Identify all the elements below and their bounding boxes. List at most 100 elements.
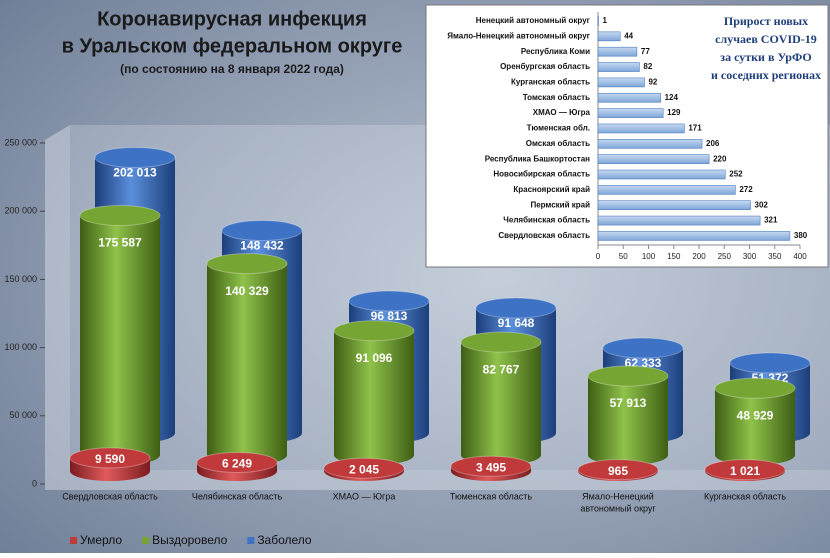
cylinder-top bbox=[450, 455, 532, 477]
bar bbox=[597, 62, 640, 72]
legend-label: Заболело bbox=[257, 533, 312, 547]
value-label: 380 bbox=[794, 231, 808, 240]
bar bbox=[597, 154, 710, 164]
chart-title: Коронавирусная инфекция bbox=[97, 8, 367, 30]
x-tick-label: 50 bbox=[619, 252, 628, 261]
bar bbox=[597, 31, 621, 42]
value-label: 321 bbox=[764, 216, 778, 225]
bar bbox=[597, 16, 599, 26]
y-tick-label: 200 000 bbox=[4, 206, 37, 216]
y-tick-label: Тюменская обл. bbox=[527, 124, 590, 133]
value-label: 92 bbox=[648, 78, 657, 87]
bar bbox=[597, 231, 791, 241]
bar bbox=[597, 215, 761, 226]
x-tick-label: ХМАО — Югра bbox=[333, 491, 396, 501]
side-wall bbox=[45, 125, 70, 490]
y-tick-label: Республика Коми bbox=[521, 47, 590, 56]
legend-swatch bbox=[142, 537, 150, 544]
cylinder-top bbox=[348, 290, 430, 312]
value-label: 2 045 bbox=[349, 462, 379, 476]
y-tick-label: Томская область bbox=[523, 93, 590, 102]
cylinder-top bbox=[196, 451, 278, 473]
y-tick-label: Ненецкий автономный округ bbox=[476, 16, 591, 25]
x-tick-label: Свердловская область bbox=[62, 491, 158, 501]
y-tick-label: 250 000 bbox=[4, 137, 37, 147]
cylinder-top bbox=[221, 220, 303, 242]
cylinder-top bbox=[704, 459, 786, 481]
value-label: 91 096 bbox=[356, 351, 393, 365]
y-tick-label: 150 000 bbox=[4, 274, 37, 284]
x-tick-label: Челябинская область bbox=[192, 491, 283, 501]
x-tick-label: 100 bbox=[642, 252, 656, 261]
x-tick-label: Тюменская область bbox=[450, 491, 533, 501]
value-label: 57 913 bbox=[610, 396, 647, 410]
x-tick-label: 150 bbox=[667, 252, 681, 261]
value-label: 3 495 bbox=[476, 460, 506, 474]
y-tick-label: Омская область bbox=[526, 139, 590, 148]
y-tick-label: Свердловская область bbox=[498, 231, 590, 240]
value-label: 44 bbox=[624, 31, 633, 40]
y-tick-label: Республика Башкортостан bbox=[485, 154, 590, 163]
y-tick-label: Ямало-Ненецкий автономный округ bbox=[447, 31, 590, 40]
bar bbox=[597, 185, 736, 195]
legend-swatch bbox=[247, 537, 255, 544]
legend-label: Выздоровело bbox=[152, 533, 228, 547]
value-label: 129 bbox=[667, 108, 681, 117]
y-tick-label: 100 000 bbox=[4, 342, 37, 352]
cylinder-top bbox=[94, 146, 176, 168]
value-label: 124 bbox=[665, 93, 679, 102]
bar bbox=[597, 77, 645, 88]
cylinder-top bbox=[460, 331, 542, 353]
value-label: 171 bbox=[688, 124, 702, 133]
bar bbox=[597, 92, 661, 103]
y-tick-label: ХМАО — Югра bbox=[533, 108, 591, 117]
legend-label: Умерло bbox=[80, 533, 122, 547]
value-label: 148 432 bbox=[240, 239, 284, 253]
value-label: 91 648 bbox=[498, 316, 535, 330]
cylinder-top bbox=[602, 337, 684, 359]
value-label: 1 bbox=[603, 16, 608, 25]
x-tick-label: Ямало-Ненецкий bbox=[582, 491, 654, 501]
bar bbox=[597, 200, 751, 210]
x-tick-label: 350 bbox=[768, 252, 782, 261]
chart-title: в Уральском федеральном округе bbox=[62, 35, 403, 57]
value-label: 175 587 bbox=[98, 236, 142, 250]
cylinder-top bbox=[79, 204, 161, 226]
bar bbox=[597, 108, 664, 118]
value-label: 96 813 bbox=[371, 309, 408, 323]
value-label: 302 bbox=[755, 200, 769, 209]
chart-subtitle: (по состоянию на 8 января 2022 года) bbox=[120, 62, 344, 76]
x-tick-label: 300 bbox=[743, 252, 757, 261]
bar bbox=[597, 139, 703, 149]
inset-title: Прирост новых bbox=[724, 14, 808, 28]
y-tick-label: 50 000 bbox=[9, 410, 37, 420]
y-tick-label: Новосибирская область bbox=[493, 170, 590, 179]
value-label: 140 329 bbox=[225, 284, 269, 298]
y-tick-label: Челябинская область bbox=[503, 216, 590, 225]
cylinder-top bbox=[323, 457, 405, 479]
value-label: 272 bbox=[739, 185, 753, 194]
y-tick-label: Пермский край bbox=[530, 200, 590, 209]
bar bbox=[597, 169, 726, 180]
y-tick-label: Курганская область bbox=[511, 78, 590, 87]
y-tick-label: 0 bbox=[32, 478, 37, 488]
cylinder-top bbox=[587, 365, 669, 387]
value-label: 1 021 bbox=[730, 464, 760, 478]
x-tick-label: автономный округ bbox=[580, 503, 656, 513]
cylinder bbox=[334, 330, 414, 465]
cylinder-top bbox=[577, 459, 659, 481]
cylinder bbox=[588, 376, 668, 465]
value-label: 82 bbox=[643, 62, 652, 71]
y-tick-label: Оренбургская область bbox=[500, 62, 590, 71]
cylinder bbox=[461, 342, 541, 465]
bar bbox=[597, 46, 638, 57]
x-tick-label: 0 bbox=[596, 252, 601, 261]
cylinder bbox=[207, 263, 287, 465]
value-label: 77 bbox=[641, 47, 650, 56]
value-label: 206 bbox=[706, 139, 720, 148]
value-label: 220 bbox=[713, 154, 727, 163]
cylinder-top bbox=[206, 253, 288, 275]
value-label: 252 bbox=[729, 170, 743, 179]
inset-title: и соседних регионах bbox=[711, 68, 821, 82]
